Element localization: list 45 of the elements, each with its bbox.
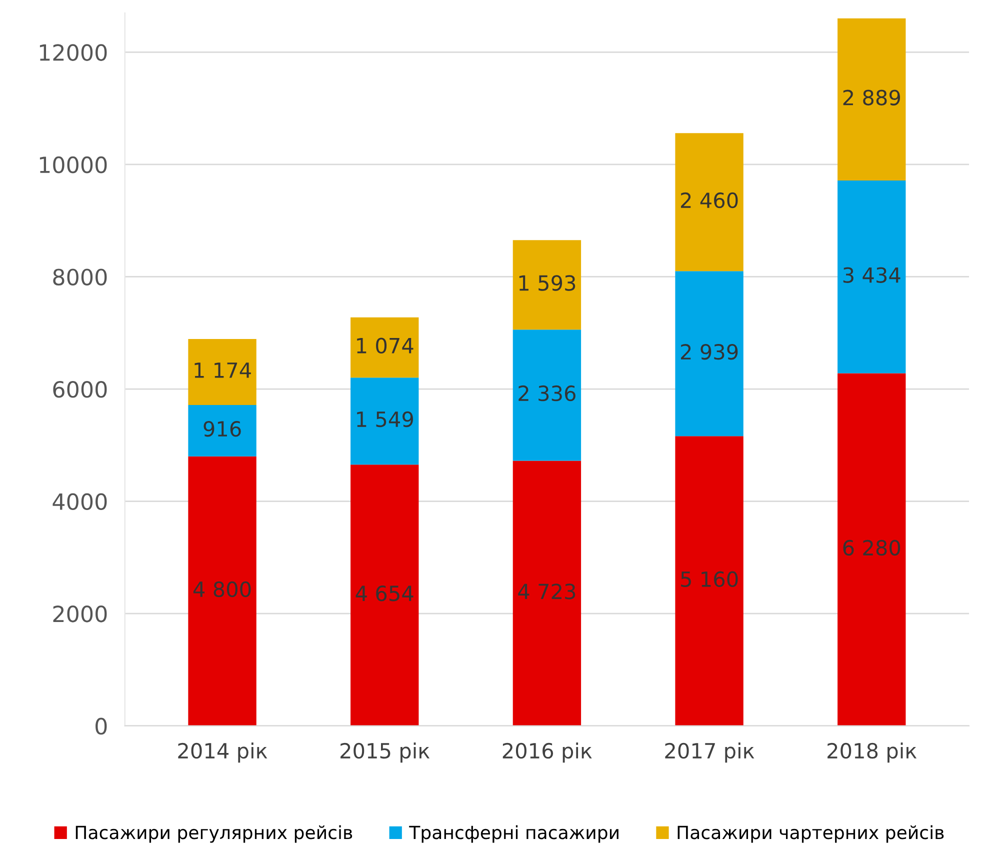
data-label: 2 889 <box>843 90 900 106</box>
legend-label: Пасажири регулярних рейсів <box>76 825 352 843</box>
bar <box>838 18 906 181</box>
data-label: 1 074 <box>357 338 414 354</box>
bar <box>188 456 256 726</box>
data-label: 4 654 <box>356 586 414 602</box>
bar <box>675 271 744 436</box>
data-label: 5 160 <box>681 571 738 588</box>
bar <box>838 373 906 726</box>
x-tick-label: 2018 рік <box>828 742 917 763</box>
x-tick-label: 2017 рік <box>665 742 754 763</box>
legend-label: Пасажири чартерних рейсів <box>678 825 944 843</box>
data-label: 1 174 <box>194 362 251 378</box>
bar <box>675 436 744 726</box>
data-label: 4 723 <box>518 584 576 600</box>
bar <box>512 460 582 726</box>
y-tick-label: 12000 <box>40 44 107 61</box>
data-label: 6 280 <box>843 540 900 556</box>
bar <box>512 330 582 461</box>
data-label: 2 460 <box>680 192 738 208</box>
data-label: 3 434 <box>843 267 900 283</box>
y-tick-label: 6000 <box>53 380 107 398</box>
bar <box>188 339 256 405</box>
y-tick-label: 0 <box>96 718 107 735</box>
bar <box>350 378 419 465</box>
y-tick-label: 10000 <box>40 156 107 174</box>
x-tick-label: 2014 рік <box>178 742 268 763</box>
legend-label: Трансферні пасажири <box>409 825 618 843</box>
data-label: 4 800 <box>193 581 251 598</box>
data-label: 1 549 <box>357 411 413 428</box>
bar <box>350 464 419 726</box>
bar <box>188 404 256 456</box>
bar <box>675 133 744 272</box>
data-label: 2 939 <box>680 344 738 360</box>
bar <box>512 240 582 330</box>
y-tick-label: 8000 <box>53 268 107 286</box>
x-tick-label: 2015 рік <box>340 742 430 763</box>
y-tick-label: 4000 <box>52 493 107 510</box>
bar <box>838 180 906 374</box>
y-tick-label: 2000 <box>53 606 107 622</box>
data-label: 1 593 <box>519 275 576 291</box>
x-tick-label: 2016 рік <box>502 742 592 763</box>
data-label: 2 336 <box>518 385 576 402</box>
data-label: 916 <box>204 420 241 437</box>
bar <box>350 317 419 378</box>
